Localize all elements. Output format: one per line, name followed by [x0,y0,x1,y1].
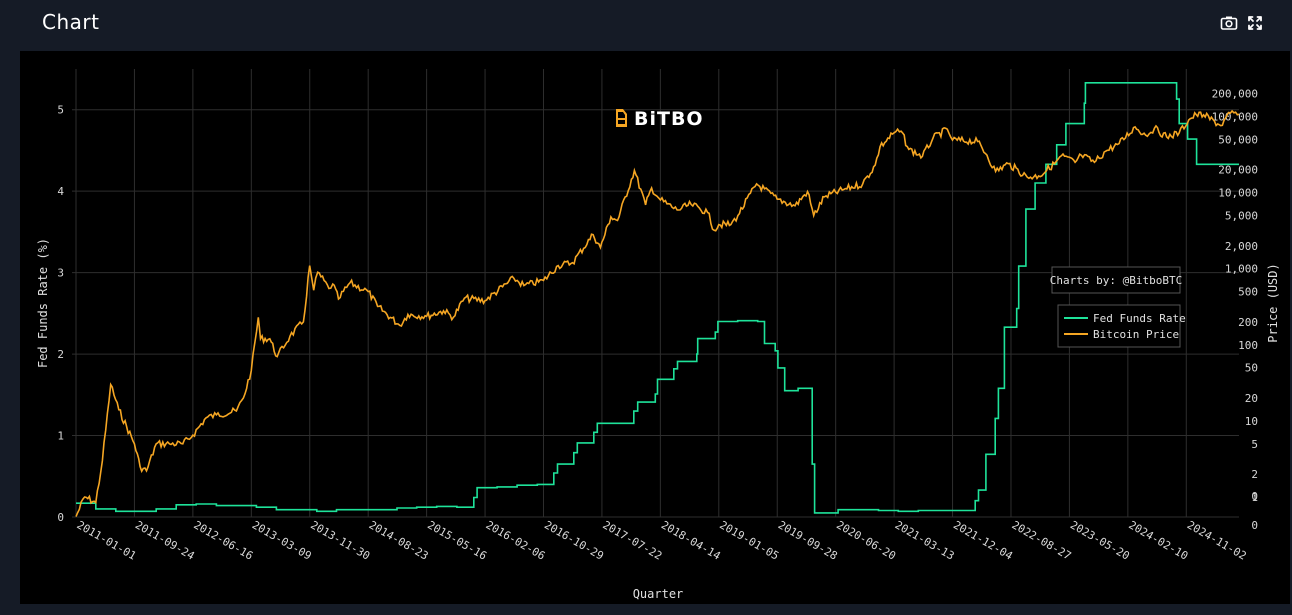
right-tick-label: 1 [1251,491,1258,504]
x-tick-label: 2022-08-27 [1009,518,1073,562]
right-tick-label: 50,000 [1218,133,1258,146]
chart-svg: BiTBO 2011-01-012011-09-242012-06-162013… [36,69,1280,601]
right-tick-label: 100 [1238,339,1258,352]
right-tick-label: 2,000 [1225,240,1258,253]
right-tick-label: 200 [1238,316,1258,329]
legend-item-btc[interactable]: Bitcoin Price [1064,328,1179,341]
legend-label-fed: Fed Funds Rate [1093,312,1186,325]
x-tick-label: 2021-12-04 [951,518,1015,563]
legend-item-fed[interactable]: Fed Funds Rate [1064,312,1186,325]
top-bar: Chart [0,0,1292,50]
bitcoin-price-line [75,109,1240,517]
credit-box: Charts by: @BitboBTC [1050,266,1182,294]
x-tick-label: 2023-05-20 [1068,518,1132,562]
right-tick-label: 10 [1245,415,1258,428]
x-tick-label: 2011-01-01 [75,518,139,562]
x-tick-label: 2016-10-29 [542,518,606,562]
right-tick-label: 0 [1251,490,1258,503]
bitbo-watermark: BiTBO [616,108,704,130]
x-tick-label: 2018-04-14 [659,518,723,563]
left-axis-title: Fed Funds Rate (%) [36,238,50,368]
watermark-text: BiTBO [634,108,704,130]
right-tick-label: 20 [1245,392,1258,405]
right-tick-label: 5,000 [1225,210,1258,223]
x-axis-ticks: 2011-01-012011-09-242012-06-162013-03-09… [75,518,1249,563]
fullscreen-icon[interactable] [1246,14,1264,32]
right-axis-ticks: 001251020501002005001,0002,0005,00010,00… [1212,88,1258,532]
x-tick-label: 2021-03-13 [893,518,957,562]
x-tick-label: 2013-03-09 [250,518,314,562]
right-tick-label: 20,000 [1218,164,1258,177]
x-tick-label: 2012-06-16 [191,518,255,562]
x-tick-label: 2013-11-30 [308,518,372,562]
x-tick-label: 2019-01-05 [717,518,781,562]
left-tick-label: 5 [57,104,64,117]
x-tick-label: 2015-05-16 [425,518,489,562]
left-tick-label: 2 [57,348,64,361]
legend[interactable]: Fed Funds Rate Bitcoin Price [1057,304,1186,348]
right-tick-label: 5 [1251,438,1258,451]
x-tick-label: 2016-02-06 [484,518,548,562]
right-tick-label: 200,000 [1212,88,1258,101]
x-tick-label: 2019-09-28 [776,518,840,562]
page-title: Chart [42,10,100,34]
left-tick-label: 3 [57,267,64,280]
chart-panel: BiTBO 2011-01-01 2011-09-24 2012-06-16 2013… [20,51,1290,604]
x-tick-label: 2014-08-23 [367,518,431,562]
x-tick-label: 2024-11-02 [1185,518,1249,562]
camera-icon[interactable] [1220,14,1238,32]
right-tick-label: 50 [1245,362,1258,375]
right-tick-label: 10,000 [1218,187,1258,200]
left-tick-label: 1 [57,430,64,443]
left-tick-label: 4 [57,185,64,198]
bitbo-logo-icon [616,109,627,127]
legend-label-btc: Bitcoin Price [1093,328,1179,341]
x-axis-title: Quarter [633,587,684,601]
left-axis-ticks: 0 1 2 3 4 5 [57,104,64,524]
x-tick-label: 2017-07-22 [600,518,664,562]
right-tick-label: 2 [1251,468,1258,481]
x-tick-label: 2011-09-24 [133,518,197,563]
right-tick-label: 500 [1238,286,1258,299]
x-tick-label: 2024-02-10 [1126,518,1190,562]
right-tick-label: 1,000 [1225,263,1258,276]
credit-text: Charts by: @BitboBTC [1050,274,1182,287]
x-tick-label: 2020-06-20 [834,518,898,562]
left-tick-label: 0 [57,511,64,524]
fed-funds-rate-line [76,82,1239,514]
right-tick-label: 0 [1251,519,1258,532]
right-axis-title: Price (USD) [1266,263,1280,342]
